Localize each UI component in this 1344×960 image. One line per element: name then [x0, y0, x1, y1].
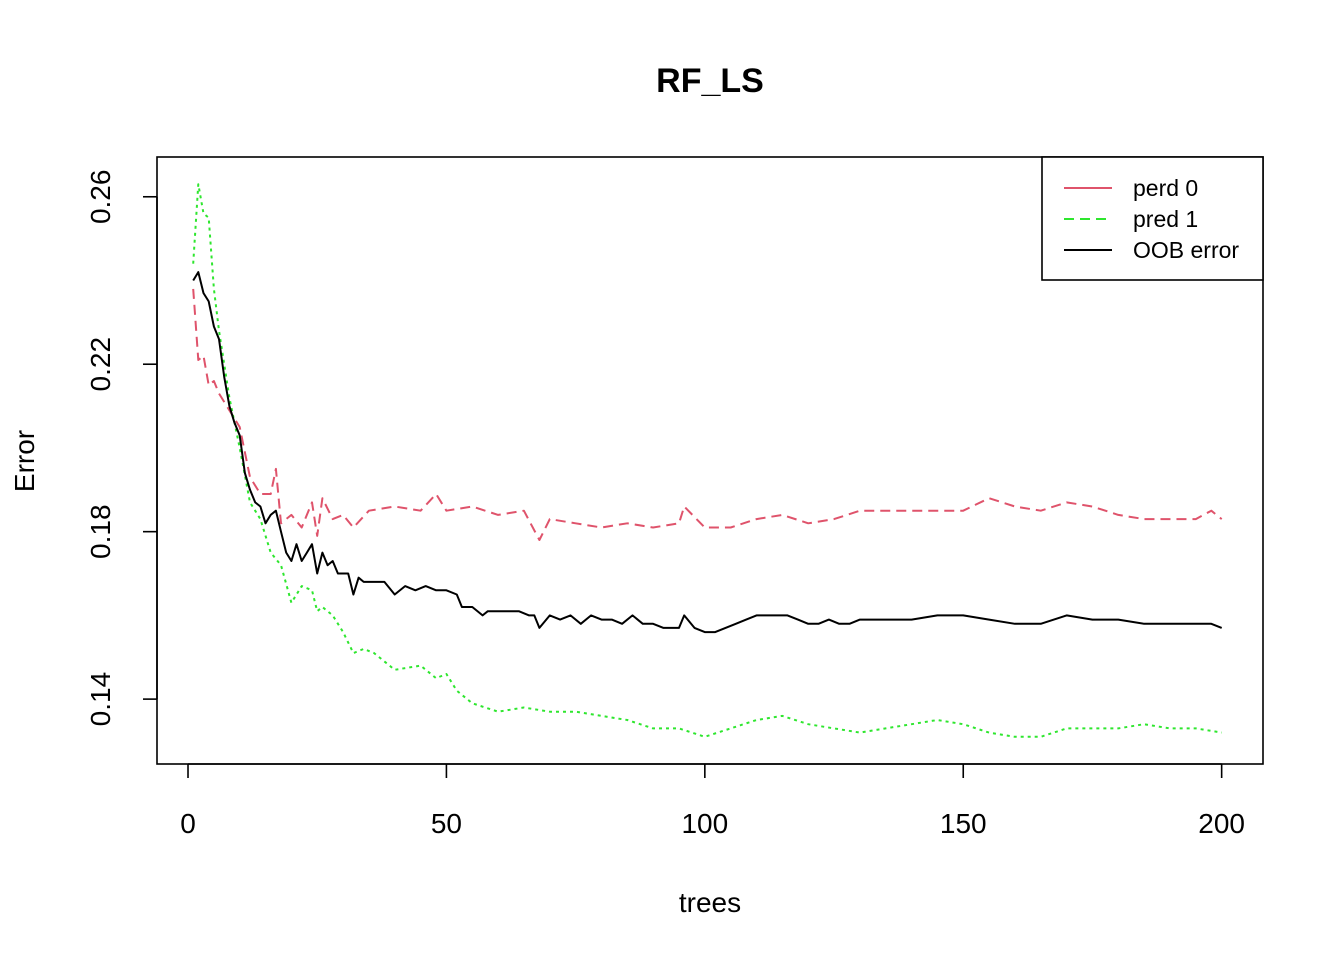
- y-axis: 0.14 0.18 0.22 0.26: [85, 170, 158, 727]
- x-tick-label: 100: [681, 808, 728, 839]
- x-tick-label: 0: [180, 808, 196, 839]
- chart-title: RF_LS: [656, 62, 764, 100]
- y-axis-label: Error: [9, 430, 40, 492]
- x-axis-label: trees: [679, 887, 741, 918]
- x-axis: 0 50 100 150 200: [180, 763, 1245, 839]
- x-tick-label: 200: [1198, 808, 1245, 839]
- y-tick-label: 0.22: [85, 337, 116, 392]
- y-tick-label: 0.26: [85, 170, 116, 225]
- legend-label-2: OOB error: [1133, 237, 1239, 263]
- x-tick-label: 150: [940, 808, 987, 839]
- legend-box: [1041, 156, 1264, 281]
- series-line-2: [192, 271, 1223, 634]
- series-layer: [192, 183, 1223, 738]
- legend-label-1: pred 1: [1133, 206, 1198, 232]
- legend: perd 0 pred 1 OOB error: [1041, 156, 1264, 281]
- y-tick-label: 0.18: [85, 504, 116, 559]
- series-line-0: [192, 288, 1223, 541]
- y-tick-label: 0.14: [85, 672, 116, 727]
- x-tick-label: 50: [431, 808, 462, 839]
- legend-label-0: perd 0: [1133, 175, 1198, 201]
- series-line-1: [192, 183, 1222, 738]
